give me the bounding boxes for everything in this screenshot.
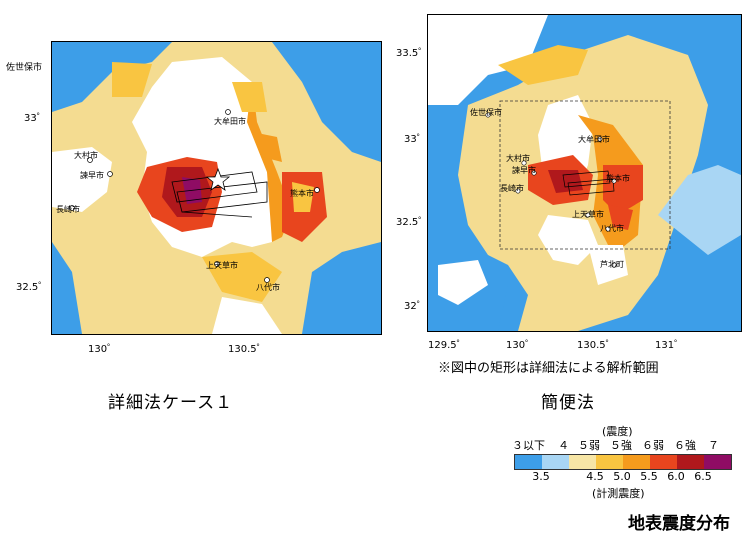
right-city-label-ashikita: 芦北町 <box>600 260 624 269</box>
legend-scale-tick: 4.5 <box>586 470 604 483</box>
legend-intensity-label: ５強 <box>610 439 632 452</box>
legend-scale-ticks: 3.5 4.5 5.0 5.5 6.0 6.5 <box>514 470 730 484</box>
legend-intensity-label: ４ <box>558 439 569 452</box>
legend-title-measured: (計測震度) <box>592 487 645 500</box>
epicenter-star-icon <box>205 167 231 191</box>
left-map-graphic <box>52 42 381 334</box>
legend-swatch <box>569 455 596 469</box>
right-map: 佐世保市 大牟田市 大村市 諫早市 長崎市 熊本市 上天草市 八代市 芦北町 <box>427 14 742 332</box>
legend-title-intensity: (震度) <box>602 425 633 438</box>
legend-swatch <box>596 455 623 469</box>
right-lon-tick-130-5: 130.5゜ <box>577 340 616 351</box>
right-city-label-omura: 大村市 <box>506 154 530 163</box>
city-label-isahaya: 諫早市 <box>80 171 104 180</box>
right-city-label-yatsushiro: 八代市 <box>600 224 624 233</box>
legend-swatch <box>704 455 731 469</box>
city-label-nagasaki: 長崎市 <box>56 205 80 214</box>
analysis-range-note: ※図中の矩形は詳細法による解析範囲 <box>438 361 659 376</box>
legend-intensity-label: ６強 <box>674 439 696 452</box>
left-lon-tick-130-5: 130.5゜ <box>228 344 267 355</box>
left-map: 大牟田市 大村市 諫早市 長崎市 熊本市 上天草市 八代市 <box>51 41 382 335</box>
right-lat-tick-32-5: 32.5゜ <box>396 217 429 228</box>
legend-intensity-label: ７ <box>708 439 719 452</box>
right-city-label-omuta: 大牟田市 <box>578 135 610 144</box>
right-map-graphic <box>428 15 741 331</box>
city-label-kamiamakusa: 上天草市 <box>206 261 238 270</box>
legend-scale-tick: 3.5 <box>532 470 550 483</box>
right-map-caption: 簡便法 <box>541 393 595 413</box>
left-lon-tick-130: 130゜ <box>88 344 118 355</box>
right-city-label-nagasaki: 長崎市 <box>500 184 524 193</box>
legend-swatch <box>542 455 569 469</box>
right-lat-tick-32: 32゜ <box>404 301 427 312</box>
right-lon-tick-130: 130゜ <box>506 340 536 351</box>
legend-swatch <box>515 455 542 469</box>
right-lon-tick-131: 131゜ <box>655 340 685 351</box>
right-lat-tick-33-5: 33.5゜ <box>396 48 429 59</box>
left-map-corner-label: 佐世保市 <box>6 63 43 73</box>
legend-scale-tick: 6.5 <box>694 470 712 483</box>
legend-intensity-label: ５弱 <box>578 439 600 452</box>
legend-color-bar <box>514 454 732 470</box>
legend-scale-tick: 5.0 <box>613 470 631 483</box>
right-lon-tick-129-5: 129.5゜ <box>428 340 467 351</box>
legend-intensity-label: ３以下 <box>512 439 545 452</box>
legend-swatch <box>650 455 677 469</box>
right-city-label-kumamoto: 熊本市 <box>606 174 630 183</box>
city-label-omura: 大村市 <box>74 151 98 160</box>
legend-intensity-labels: ３以下 ４ ５弱 ５強 ６弱 ６強 ７ <box>506 437 736 453</box>
legend-swatch <box>623 455 650 469</box>
legend-scale-tick: 5.5 <box>640 470 658 483</box>
legend-intensity-label: ６弱 <box>642 439 664 452</box>
left-lat-tick-32-5: 32.5゜ <box>16 282 49 293</box>
city-label-omuta: 大牟田市 <box>214 117 246 126</box>
left-map-caption: 詳細法ケース１ <box>108 393 234 413</box>
left-lat-tick-33: 33゜ <box>24 113 47 124</box>
right-city-label-sasebo: 佐世保市 <box>470 108 502 117</box>
city-label-yatsushiro: 八代市 <box>256 283 280 292</box>
legend-swatch <box>677 455 704 469</box>
right-city-label-kamiamakusa: 上天草市 <box>572 210 604 219</box>
city-label-kumamoto: 熊本市 <box>290 189 314 198</box>
right-city-label-isahaya: 諫早市 <box>512 166 536 175</box>
right-lat-tick-33: 33゜ <box>404 134 427 145</box>
figure-title: 地表震度分布 <box>628 514 730 534</box>
legend-scale-tick: 6.0 <box>667 470 685 483</box>
